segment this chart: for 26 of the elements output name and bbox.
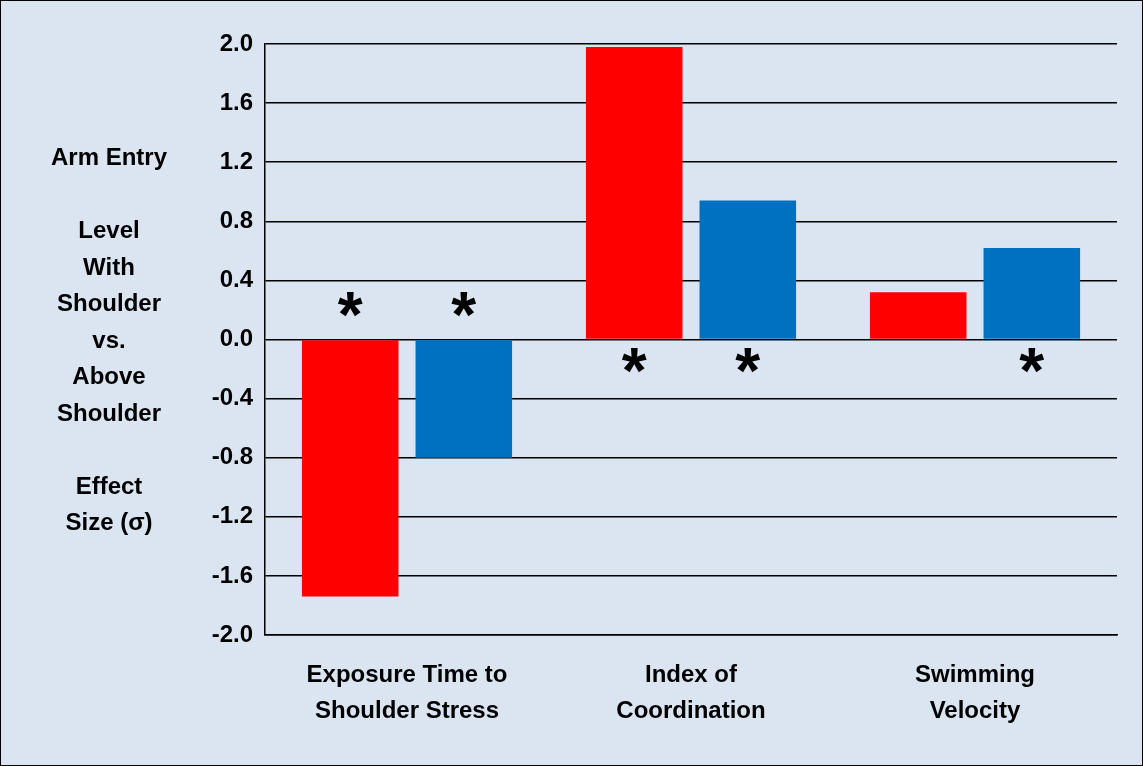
y-tick-label: 0.0 xyxy=(219,324,253,352)
bar xyxy=(869,292,967,339)
data-label: * xyxy=(1019,335,1045,408)
bar xyxy=(983,247,1081,339)
bar xyxy=(415,340,513,458)
y-tick-label: 0.8 xyxy=(219,205,253,233)
data-label: * xyxy=(337,279,363,352)
data-label: * xyxy=(621,335,647,408)
x-tick-label: Swimming Velocity xyxy=(914,659,1036,723)
y-tick-label: -2.0 xyxy=(211,619,253,647)
y-tick-label: -1.2 xyxy=(211,501,253,529)
bar xyxy=(301,340,399,597)
y-tick-label: 0.4 xyxy=(219,265,254,293)
text: Arm Entry Level With Shoulder vs. Above Shoulder Effect Size (σ) xyxy=(50,143,168,535)
y-tick-label: -1.6 xyxy=(211,560,253,588)
y-tick-label: -0.8 xyxy=(211,442,253,470)
y-tick-label: 2.0 xyxy=(219,28,253,56)
data-label: * xyxy=(451,279,477,352)
y-tick-label: -0.4 xyxy=(211,383,254,411)
x-tick-label: Index of Coordination xyxy=(616,659,766,723)
x-tick-label: Exposure Time to Shoulder Stress xyxy=(306,659,508,723)
y-tick-label: 1.2 xyxy=(219,146,253,174)
bar xyxy=(699,200,797,339)
y-tick-label: 1.6 xyxy=(219,87,253,115)
data-label: * xyxy=(735,335,761,408)
bar xyxy=(585,46,683,339)
